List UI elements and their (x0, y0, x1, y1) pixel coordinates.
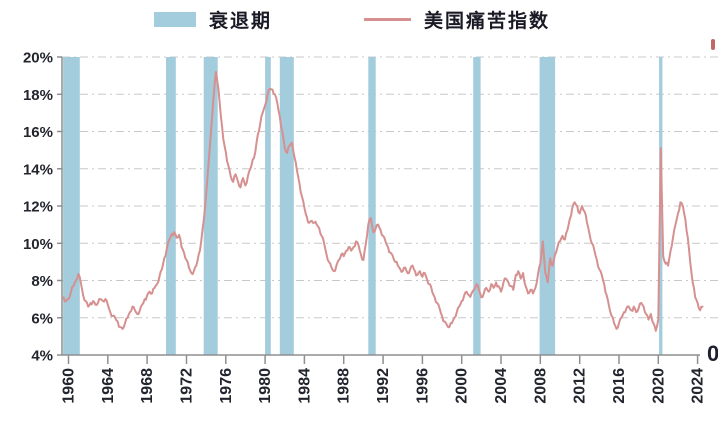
y-axis-label: 18% (23, 87, 53, 104)
clipped-glyph-bottom-right: 0 (707, 341, 718, 366)
y-axis-label: 6% (31, 310, 53, 327)
misery-line-icon (364, 18, 411, 21)
clipped-mark-top-right (711, 39, 715, 50)
x-axis-label: 1980 (257, 368, 274, 404)
recession-band (203, 57, 218, 355)
x-axis-label: 2000 (454, 368, 471, 404)
x-axis-label: 1996 (414, 368, 431, 404)
x-axis-label: 2024 (690, 368, 707, 404)
y-axis-label: 20% (23, 50, 53, 67)
x-axis-label: 1992 (375, 368, 392, 404)
legend-item-recession: 衰退期 (153, 6, 272, 33)
x-axis-label: 1972 (179, 368, 196, 404)
y-axis-label: 10% (23, 236, 53, 253)
x-axis-label: 2016 (611, 368, 628, 404)
x-axis-label: 2020 (650, 368, 667, 404)
x-axis-label: 2004 (493, 368, 510, 404)
x-axis-label: 1964 (100, 368, 117, 404)
x-axis-label: 2012 (572, 368, 589, 404)
y-axis-label: 8% (31, 273, 53, 290)
recession-swatch-icon (153, 12, 196, 27)
y-axis-label: 4% (31, 348, 53, 365)
x-axis-label: 1976 (218, 368, 235, 404)
legend-label-misery-index: 美国痛苦指数 (424, 11, 551, 32)
recession-band (368, 57, 376, 355)
recession-band (265, 57, 271, 355)
y-axis-label: 14% (23, 161, 53, 178)
misery-index-line (62, 70, 704, 332)
recession-band (473, 57, 481, 355)
x-axis-label: 1968 (139, 368, 156, 404)
recession-band (166, 57, 176, 355)
x-axis-label: 1960 (61, 368, 78, 404)
y-axis-label: 16% (23, 124, 53, 141)
x-axis-label: 1984 (296, 368, 313, 404)
recession-band (279, 57, 294, 355)
chart-legend: 衰退期 美国痛苦指数 (0, 6, 704, 33)
y-axis-label: 12% (23, 199, 53, 216)
recession-band (539, 57, 556, 355)
x-axis-label: 2008 (532, 368, 549, 404)
recession-band (63, 57, 80, 355)
legend-item-misery-index: 美国痛苦指数 (364, 6, 550, 33)
x-axis-label: 1988 (336, 368, 353, 404)
legend-label-recession: 衰退期 (208, 11, 272, 32)
